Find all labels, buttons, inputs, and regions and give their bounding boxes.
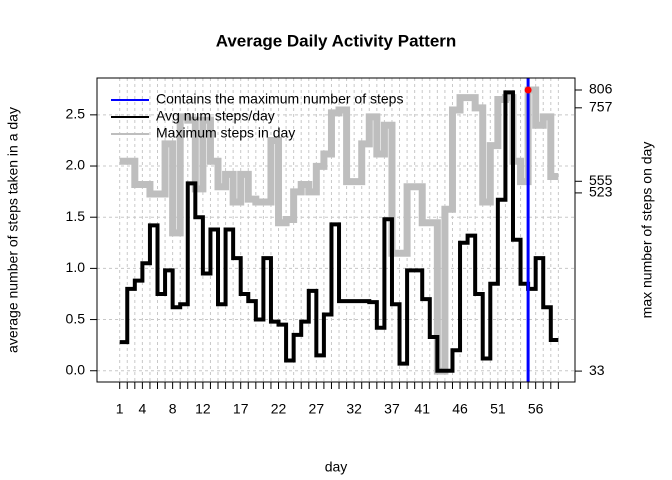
series-line <box>119 90 559 373</box>
plot-frame <box>96 77 576 383</box>
x-axis-label: day <box>325 459 348 475</box>
x-tick-label: 22 <box>271 401 287 417</box>
y-axis-label: average number of steps taken in a day <box>5 107 21 353</box>
max-point <box>524 86 532 94</box>
y2-axis-label: max number of steps on day <box>639 142 655 319</box>
y-tick-label: 0.5 <box>66 310 86 326</box>
legend-label: Contains the maximum number of steps <box>156 91 403 107</box>
legend-label: Maximum steps in day <box>156 125 295 141</box>
y-tick-label: 1.0 <box>66 259 86 275</box>
x-tick-label: 51 <box>490 401 506 417</box>
x-tick-label: 32 <box>346 401 362 417</box>
y-tick-label: 2.0 <box>66 157 86 173</box>
x-tick-label: 46 <box>452 401 468 417</box>
x-tick-label: 12 <box>195 401 211 417</box>
y2-tick-label: 555 <box>589 172 613 188</box>
x-tick-label: 1 <box>116 401 124 417</box>
x-tick-label: 4 <box>138 401 146 417</box>
y2-tick-label: 757 <box>589 99 613 115</box>
x-tick-label: 27 <box>309 401 325 417</box>
x-tick-label: 8 <box>169 401 177 417</box>
plot-area: 1 4 8 12 17 22 27 32 37 41 46 51 56 0.0 0.5 1.0 1.5 2.0 2.… <box>66 77 613 417</box>
y2-tick-label: 33 <box>589 362 605 378</box>
y-tick-label: 0.0 <box>66 361 86 377</box>
x-tick-label: 37 <box>384 401 400 417</box>
y-tick-label: 1.5 <box>66 208 86 224</box>
x-tick-label: 56 <box>528 401 544 417</box>
y2-tick-label: 523 <box>589 184 613 200</box>
x-tick-label: 17 <box>233 401 249 417</box>
x-tick-label: 41 <box>414 401 430 417</box>
legend-label: Avg num steps/day <box>156 108 275 124</box>
y2-tick-label: 806 <box>589 81 613 97</box>
chart-title: Average Daily Activity Pattern <box>216 31 457 50</box>
y-tick-label: 2.5 <box>66 106 86 122</box>
series-line <box>119 86 559 375</box>
